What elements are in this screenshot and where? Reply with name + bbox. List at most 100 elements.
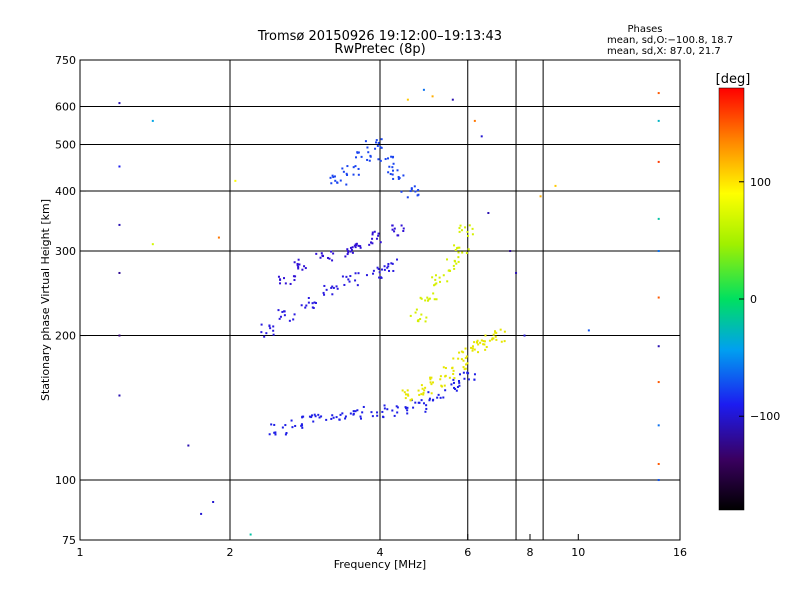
- trace-point: [372, 272, 375, 275]
- trace-point: [404, 406, 407, 409]
- trace-point: [443, 384, 446, 387]
- trace-point: [422, 393, 425, 396]
- trace-point: [397, 175, 400, 178]
- trace-point: [459, 224, 462, 227]
- trace-point: [454, 387, 457, 390]
- chart-subtitle: RwPretec (8p): [334, 42, 425, 57]
- trace-point: [383, 268, 386, 271]
- trace-point: [417, 320, 420, 323]
- trace-point: [343, 283, 346, 286]
- trace-point: [293, 261, 296, 264]
- trace-point: [392, 162, 395, 165]
- trace-point: [387, 265, 390, 268]
- trace-point: [367, 151, 370, 154]
- trace-point: [339, 413, 342, 416]
- trace-point: [377, 158, 380, 161]
- trace-point: [338, 418, 341, 421]
- trace-point: [435, 282, 438, 285]
- trace-point: [417, 193, 420, 196]
- trace-point: [429, 378, 432, 381]
- scatter-point: [151, 119, 154, 122]
- trace-point: [460, 350, 463, 353]
- data-points: [118, 88, 660, 536]
- trace-point: [433, 298, 436, 301]
- trace-point: [355, 244, 358, 247]
- trace-point: [464, 363, 467, 366]
- trace-point: [439, 375, 442, 378]
- trace-point: [477, 343, 480, 346]
- trace-point: [352, 413, 355, 416]
- trace-point: [406, 406, 409, 409]
- trace-point: [284, 433, 287, 436]
- trace-point: [500, 340, 503, 343]
- trace-point: [359, 246, 362, 249]
- trace-point: [409, 399, 412, 402]
- scatter-point: [406, 98, 409, 101]
- scatter-point: [151, 243, 154, 246]
- trace-point: [390, 262, 393, 265]
- y-tick-label: 600: [55, 101, 76, 114]
- trace-point: [354, 279, 357, 282]
- trace-point: [386, 408, 389, 411]
- trace-point: [372, 269, 375, 272]
- trace-point: [442, 274, 445, 277]
- phase-box-line1: mean, sd,O:−100.8, 18.7: [607, 35, 733, 46]
- trace-point: [307, 301, 310, 304]
- y-tick-label: 100: [55, 474, 76, 487]
- trace-point: [365, 274, 368, 277]
- trace-point: [342, 170, 345, 173]
- trace-point: [344, 415, 347, 418]
- trace-point: [470, 346, 473, 349]
- trace-point: [444, 367, 447, 370]
- trace-point: [356, 409, 359, 412]
- trace-point: [406, 196, 409, 199]
- x-tick-label: 4: [377, 546, 384, 559]
- trace-point: [376, 144, 379, 147]
- trace-point: [268, 433, 271, 436]
- colorbar-ticks: 100 0 −100: [739, 176, 780, 423]
- trace-point: [461, 251, 464, 254]
- trace-point: [304, 267, 307, 270]
- trace-point: [368, 243, 371, 246]
- trace-point: [391, 262, 394, 265]
- trace-point: [427, 298, 430, 301]
- trace-point: [294, 424, 297, 427]
- trace-point: [263, 335, 266, 338]
- trace-point: [354, 272, 357, 275]
- trace-point: [297, 267, 300, 270]
- trace-point: [439, 378, 442, 381]
- trace-point: [419, 296, 422, 299]
- trace-point: [424, 299, 427, 302]
- trace-point: [417, 319, 420, 322]
- trace-point: [388, 165, 391, 168]
- trace-point: [281, 426, 284, 429]
- chart-title: Tromsø 20150926 19:12:00–19:13:43: [257, 29, 502, 44]
- y-axis-ticks: 75 100 200 300 400 500 600 750: [55, 54, 86, 547]
- trace-point: [453, 377, 456, 380]
- trace-point: [277, 275, 280, 278]
- trace-point: [341, 167, 344, 170]
- trace-point: [420, 297, 423, 300]
- trace-point: [291, 426, 294, 429]
- scatter-point: [234, 179, 237, 182]
- trace-point: [330, 182, 333, 185]
- trace-point: [371, 231, 374, 234]
- trace-point: [346, 253, 349, 256]
- scatter-point: [657, 160, 660, 163]
- trace-point: [283, 310, 286, 313]
- trace-point: [272, 329, 275, 332]
- trace-point: [383, 404, 386, 407]
- trace-point: [426, 296, 429, 299]
- scatter-point: [523, 334, 526, 337]
- scatter-point: [554, 184, 557, 187]
- trace-point: [451, 366, 454, 369]
- trace-point: [473, 378, 476, 381]
- trace-point: [464, 226, 467, 229]
- trace-point: [460, 358, 463, 361]
- scatter-point: [487, 212, 490, 215]
- y-axis-label: Stationary phase Virtual Height [km]: [39, 199, 52, 401]
- trace-point: [457, 256, 460, 259]
- trace-point: [417, 189, 420, 192]
- trace-point: [482, 340, 485, 343]
- trace-point: [450, 383, 453, 386]
